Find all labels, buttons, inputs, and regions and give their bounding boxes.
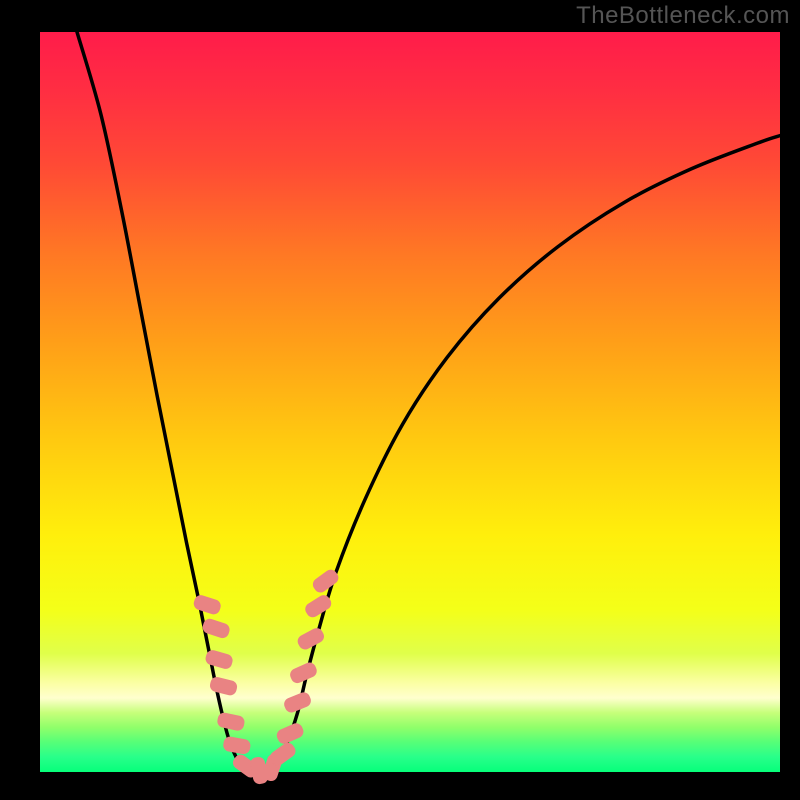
curve-layer: [40, 32, 780, 772]
marker-bead: [223, 736, 251, 754]
curve-right-branch: [262, 136, 780, 772]
marker-bead: [275, 722, 304, 745]
marker-bead: [193, 594, 222, 615]
root: TheBottleneck.com: [0, 0, 800, 800]
marker-bead: [296, 627, 326, 652]
marker-bead: [205, 649, 234, 670]
plot-area: [40, 32, 780, 772]
marker-bead: [217, 712, 245, 731]
marker-bead: [283, 691, 312, 714]
marker-bead: [209, 676, 238, 696]
watermark-text: TheBottleneck.com: [576, 2, 790, 30]
curve-left-branch: [77, 32, 262, 772]
marker-bead: [289, 661, 318, 684]
